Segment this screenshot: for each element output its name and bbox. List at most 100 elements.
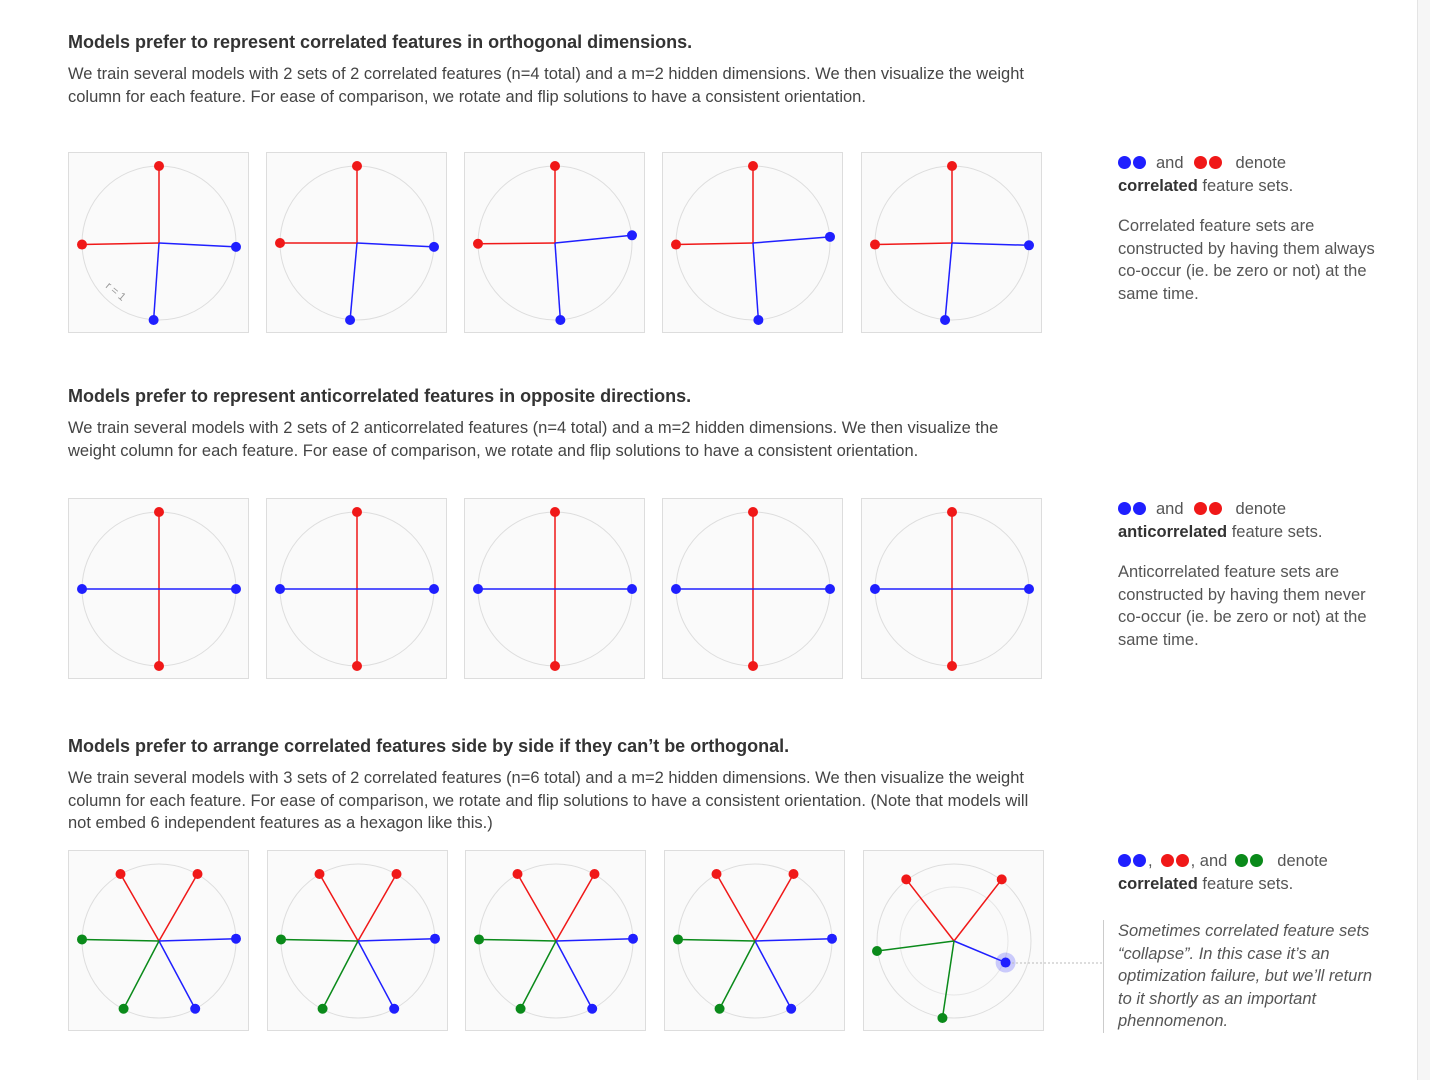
feature-dot [512, 869, 523, 880]
legend-dot [1175, 854, 1189, 867]
feature-dot [275, 934, 286, 945]
diagram-svg [275, 161, 439, 325]
legend: , , and denote correlated feature sets. [1118, 850, 1383, 895]
diagram [861, 498, 1042, 679]
legend-dot [1250, 854, 1264, 867]
weight-vector [280, 938, 358, 942]
side-note: Anticorrelated feature sets are construc… [1118, 563, 1367, 649]
weight-vector [555, 873, 596, 942]
weight-vector [516, 873, 557, 942]
weight-vector [356, 940, 395, 1010]
weight-vector [944, 242, 953, 321]
scrollbar[interactable] [1417, 0, 1430, 1080]
weight-vector [158, 940, 196, 1010]
feature-dot [352, 161, 362, 171]
legend-verb: denote [1235, 154, 1286, 172]
feature-dot [231, 584, 241, 594]
legend-dot [1133, 502, 1146, 515]
section-title: Models prefer to represent anticorrelate… [68, 386, 692, 406]
legend-dot [1208, 156, 1222, 169]
diagram-svg [870, 507, 1034, 671]
weight-vector [554, 242, 562, 321]
unit-circle [876, 863, 1032, 1019]
feature-dot [550, 161, 560, 171]
feature-dot [550, 661, 560, 671]
feature-dot [870, 239, 880, 250]
feature-dot [77, 584, 87, 594]
diagram [662, 152, 843, 333]
feature-dot [190, 1003, 201, 1014]
legend-dot [1118, 502, 1131, 515]
section-title: Models prefer to arrange correlated feat… [68, 736, 790, 756]
feature-dot [388, 1003, 399, 1014]
feature-dot [118, 1003, 129, 1014]
feature-dot [275, 584, 285, 594]
section-title: Models prefer to represent correlated fe… [68, 32, 693, 52]
feature-dot [825, 231, 835, 242]
diagram [464, 152, 645, 333]
feature-dot [748, 507, 758, 517]
legend-dot [1235, 854, 1249, 867]
weight-vector [356, 242, 435, 248]
weight-vector [953, 878, 1003, 942]
diagram-svg [872, 863, 1032, 1023]
feature-dot [77, 239, 87, 250]
diagram [68, 498, 249, 679]
weight-vector [477, 242, 556, 245]
inner-circle [899, 886, 1009, 996]
diagram-svg [275, 863, 440, 1019]
legend-joiner: and [1156, 500, 1184, 518]
diagram-svg [671, 507, 835, 671]
legend-dot [1160, 854, 1174, 867]
weight-vector [753, 940, 792, 1010]
diagram-svg: r = 1 [77, 161, 241, 325]
feature-dot [154, 507, 164, 517]
feature-dot [1000, 957, 1011, 968]
legend-emphasis: anticorrelated [1118, 522, 1228, 541]
side-note: Sometimes correlated feature sets “colla… [1103, 920, 1380, 1033]
diagram-svg [870, 161, 1034, 325]
feature-dot [1024, 240, 1034, 251]
diagram-svg [77, 507, 241, 671]
feature-dot [231, 933, 241, 944]
diagram-svg [671, 161, 835, 325]
diagram [863, 850, 1044, 1031]
legend-dot [1118, 854, 1131, 867]
weight-vector [122, 940, 160, 1010]
weight-vector [158, 242, 237, 248]
feature-dot [192, 869, 203, 880]
feature-dot [473, 584, 483, 594]
weight-vector [905, 878, 955, 942]
feature-dot [714, 1003, 725, 1014]
section-description: We train several models with 3 sets of 2… [68, 769, 1029, 832]
feature-dot [940, 315, 951, 325]
feature-dot [947, 507, 957, 517]
weight-vector [874, 242, 953, 246]
diagram [662, 498, 843, 679]
diagram [663, 850, 845, 1031]
diagram [266, 850, 448, 1031]
diagram-svg [473, 161, 637, 325]
feature-dot [788, 869, 798, 880]
weight-vector [81, 938, 160, 942]
section-description: We train several models with 2 sets of 2… [68, 419, 999, 460]
feature-dot [748, 661, 758, 671]
feature-dot [901, 874, 912, 885]
weight-vector [753, 873, 794, 942]
feature-dot [275, 238, 285, 248]
feature-dot [317, 1003, 328, 1014]
weight-vector [953, 940, 1006, 964]
feature-dot [154, 161, 164, 171]
weight-vector [158, 937, 237, 942]
feature-dot [825, 584, 835, 594]
diagram [266, 498, 447, 679]
diagram-svg [672, 863, 837, 1019]
feature-dot [628, 933, 638, 944]
weight-vector [941, 940, 955, 1019]
legend-verb: denote [1235, 500, 1286, 518]
feature-dot [587, 1003, 598, 1014]
legend-dot [1133, 156, 1146, 169]
feature-dot [627, 230, 637, 241]
feature-dot [870, 584, 880, 594]
